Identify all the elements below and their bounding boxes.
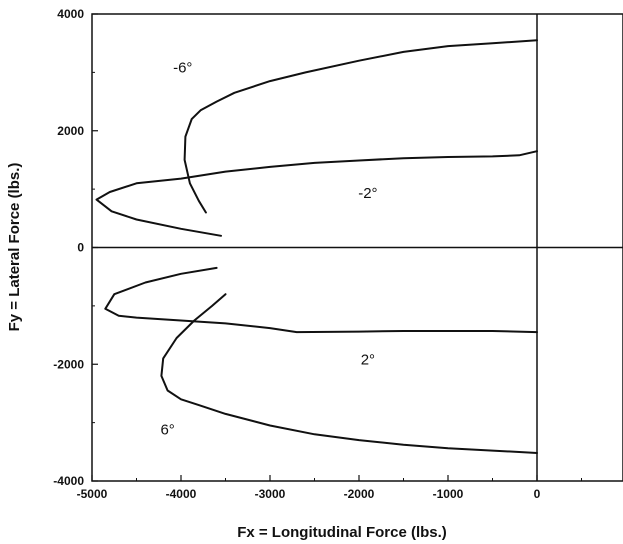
series-label: 6° [160,421,174,438]
series-line [95,150,538,237]
x-tick-label: -3000 [255,487,286,501]
series-label: 2° [361,351,375,368]
series-label: -2° [358,185,377,202]
series-labels: -6° -2° 2° 6° [160,59,377,438]
series-line [183,39,538,214]
y-axis: 4000 2000 0 -2000 -4000 [53,7,98,488]
series-line [160,293,538,454]
x-axis-title: Fx = Longitudinal Force (lbs.) [237,524,447,541]
x-tick-label: -2000 [344,487,375,501]
x-tick-label: -4000 [166,487,197,501]
series-line [104,266,538,334]
y-tick-label: -2000 [53,357,84,371]
x-tick-label: -1000 [433,487,464,501]
x-tick-label: 0 [534,487,541,501]
y-tick-label: -4000 [53,474,84,488]
y-tick-label: 4000 [57,7,84,21]
series-label: -6° [173,59,192,76]
y-tick-label: 0 [77,241,84,255]
y-tick-label: 2000 [57,124,84,138]
series-curves [95,39,538,454]
x-axis: -5000 -4000 -3000 -2000 -1000 0 [77,475,582,501]
x-tick-label: -5000 [77,487,108,501]
y-axis-title: Fy = Lateral Force (lbs.) [6,163,23,332]
